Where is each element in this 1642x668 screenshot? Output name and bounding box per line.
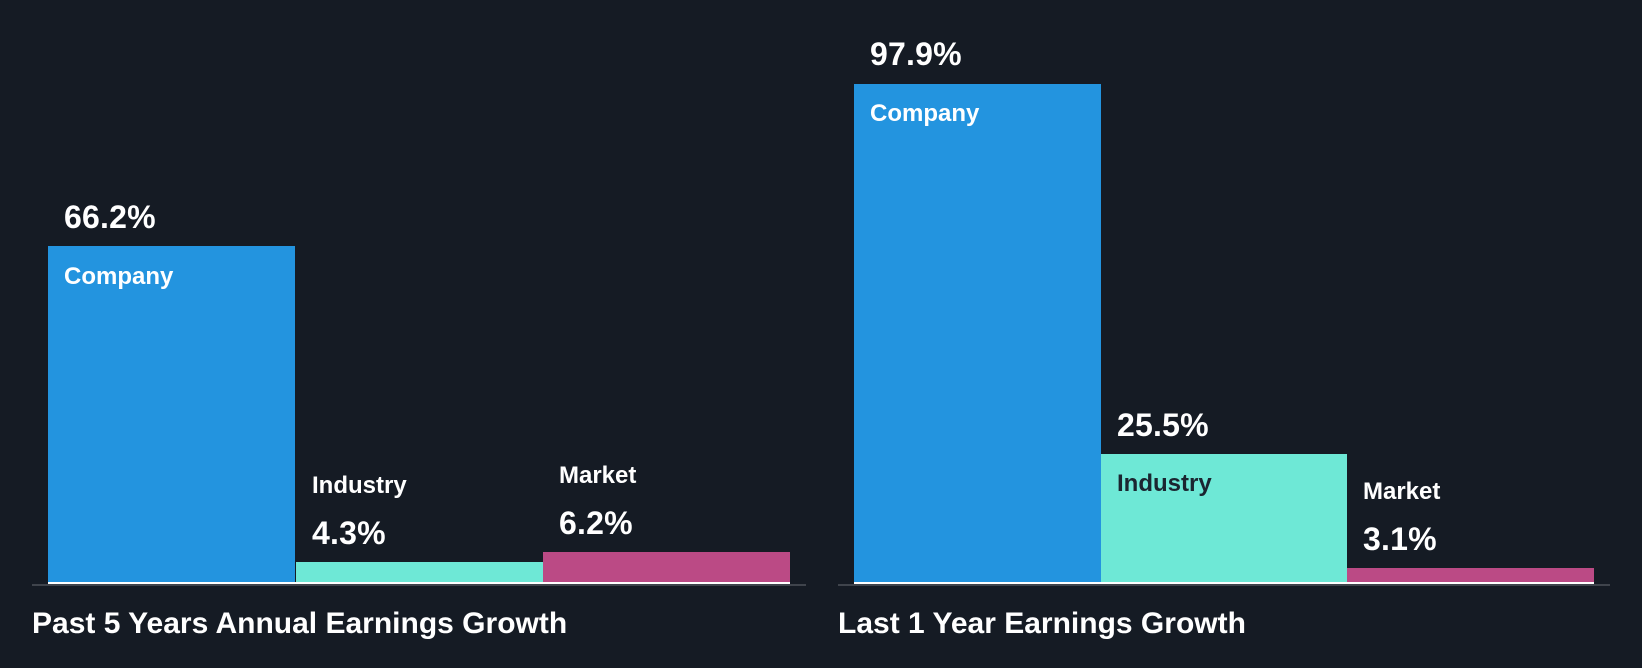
- bar-company: [854, 84, 1101, 582]
- chart-past-5-years: 66.2% Company Industry 4.3% Market 6.2% …: [32, 199, 806, 640]
- bar-market: [1347, 568, 1594, 582]
- label-market: Market: [559, 462, 637, 489]
- x-axis: [838, 584, 1610, 586]
- value-company: 97.9%: [870, 36, 962, 72]
- label-company: Company: [64, 263, 174, 290]
- value-industry: 4.3%: [312, 515, 386, 551]
- value-industry: 25.5%: [1117, 407, 1209, 443]
- bar-baseline: [48, 582, 790, 584]
- label-industry: Industry: [1117, 470, 1212, 497]
- bar-market: [543, 552, 790, 582]
- chart-title: Last 1 Year Earnings Growth: [838, 607, 1246, 640]
- bar-baseline: [854, 582, 1594, 584]
- label-market: Market: [1363, 478, 1441, 505]
- x-axis: [32, 584, 806, 586]
- value-market: 6.2%: [559, 505, 633, 541]
- chart-title: Past 5 Years Annual Earnings Growth: [32, 607, 568, 640]
- bar-industry: [1101, 454, 1347, 582]
- bar-industry: [296, 562, 543, 582]
- value-company: 66.2%: [64, 199, 156, 235]
- label-industry: Industry: [312, 472, 407, 499]
- bar-company: [48, 246, 295, 582]
- label-company: Company: [870, 100, 980, 127]
- value-market: 3.1%: [1363, 521, 1437, 557]
